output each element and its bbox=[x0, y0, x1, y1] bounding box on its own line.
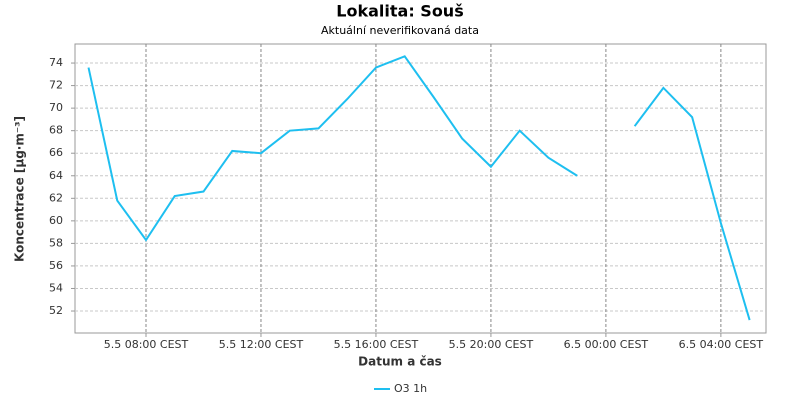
data-line bbox=[87, 55, 751, 321]
y-tick-label: 54 bbox=[49, 281, 63, 294]
y-tick-label: 74 bbox=[49, 56, 63, 69]
y-tick-label: 56 bbox=[49, 259, 63, 272]
y-tick-label: 66 bbox=[49, 146, 63, 159]
x-tick-label: 6.5 04:00 CEST bbox=[679, 338, 764, 351]
y-tick-label: 52 bbox=[49, 304, 63, 317]
y-tick-label: 64 bbox=[49, 169, 63, 182]
y-axis-label: Koncentrace [µg·m⁻³] bbox=[13, 116, 27, 262]
x-tick-label: 5.5 20:00 CEST bbox=[449, 338, 534, 351]
x-tick-label: 5.5 16:00 CEST bbox=[334, 338, 419, 351]
x-tick-label: 5.5 12:00 CEST bbox=[219, 338, 304, 351]
y-tick-label: 58 bbox=[49, 236, 63, 249]
legend-label: O3 1h bbox=[394, 382, 427, 395]
chart-title: Lokalita: Souš bbox=[336, 2, 463, 21]
x-axis-label: Datum a čas bbox=[358, 355, 442, 369]
y-tick-label: 62 bbox=[49, 191, 63, 204]
y-tick-label: 68 bbox=[49, 124, 63, 137]
y-tick-label: 60 bbox=[49, 214, 63, 227]
x-tick-label: 5.5 08:00 CEST bbox=[104, 338, 189, 351]
plot-area bbox=[74, 43, 767, 334]
y-tick-label: 72 bbox=[49, 79, 63, 92]
chart-subtitle: Aktuální neverifikovaná data bbox=[321, 24, 479, 37]
y-tick-label: 70 bbox=[49, 101, 63, 114]
x-tick-label: 6.5 00:00 CEST bbox=[564, 338, 649, 351]
